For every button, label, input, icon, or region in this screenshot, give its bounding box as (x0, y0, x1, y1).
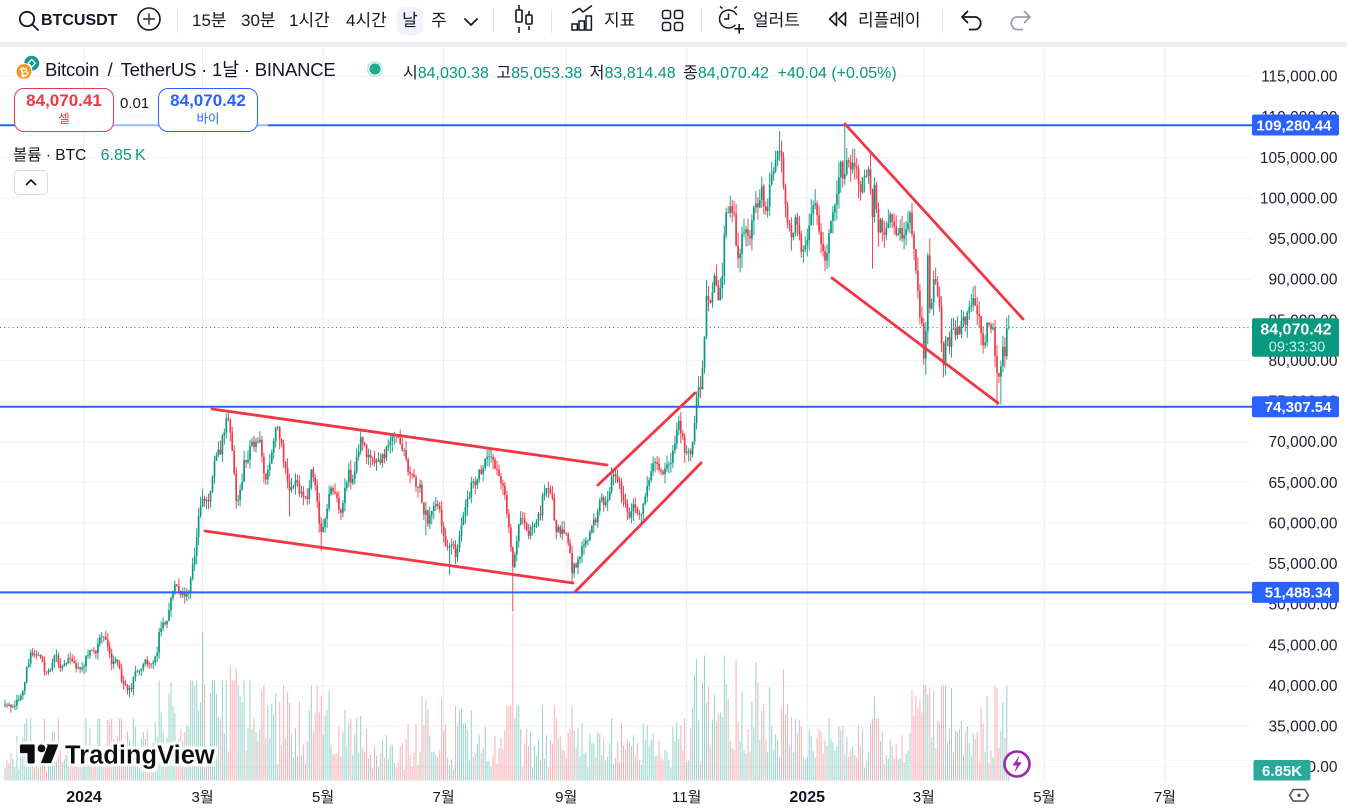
svg-text:65,000.00: 65,000.00 (1269, 475, 1338, 492)
svg-text:3월: 3월 (192, 789, 214, 806)
svg-text:2024: 2024 (66, 789, 102, 806)
svg-text:51,488.34: 51,488.34 (1265, 585, 1332, 602)
svg-text:100,000.00: 100,000.00 (1260, 191, 1338, 208)
svg-text:105,000.00: 105,000.00 (1260, 150, 1338, 167)
svg-text:45,000.00: 45,000.00 (1269, 637, 1338, 654)
svg-text:TradingView: TradingView (65, 742, 215, 770)
svg-text:₿: ₿ (18, 66, 30, 80)
svg-text:90,000.00: 90,000.00 (1269, 272, 1338, 289)
svg-text:5월: 5월 (1033, 789, 1055, 806)
svg-text:5월: 5월 (312, 789, 334, 806)
svg-text:6.85K: 6.85K (1262, 763, 1302, 780)
svg-text:3월: 3월 (913, 789, 935, 806)
svg-text:2025: 2025 (789, 789, 825, 806)
svg-text:84,070.42: 84,070.42 (1260, 322, 1331, 339)
svg-text:55,000.00: 55,000.00 (1269, 556, 1338, 573)
svg-text:74,307.54: 74,307.54 (1265, 399, 1332, 416)
svg-text:35,000.00: 35,000.00 (1269, 719, 1338, 736)
svg-text:09:33:30: 09:33:30 (1269, 340, 1325, 356)
svg-text:80,000.00: 80,000.00 (1269, 353, 1338, 370)
svg-text:109,280.44: 109,280.44 (1256, 117, 1332, 134)
svg-text:11월: 11월 (672, 789, 701, 806)
svg-text:7월: 7월 (1154, 789, 1176, 806)
svg-text:115,000.00: 115,000.00 (1261, 69, 1338, 86)
svg-text:40,000.00: 40,000.00 (1269, 678, 1338, 695)
svg-text:60,000.00: 60,000.00 (1269, 516, 1338, 533)
svg-text:70,000.00: 70,000.00 (1269, 434, 1338, 451)
svg-text:7월: 7월 (433, 789, 455, 806)
svg-text:9월: 9월 (555, 789, 577, 806)
svg-text:95,000.00: 95,000.00 (1269, 231, 1338, 248)
